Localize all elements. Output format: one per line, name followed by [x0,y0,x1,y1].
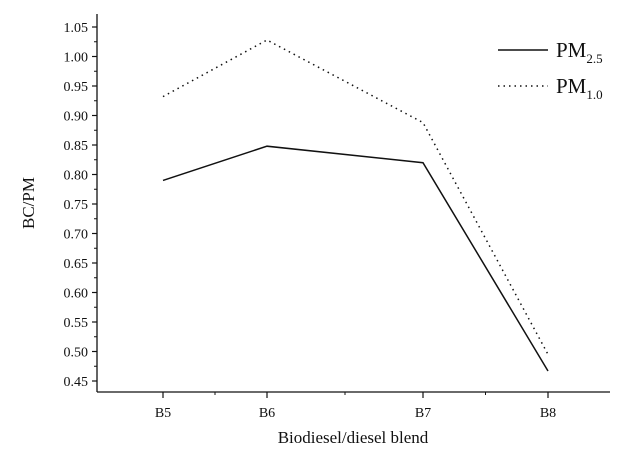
y-tick-label: 0.60 [64,287,89,302]
x-tick-label: B6 [259,406,275,421]
y-tick-label: 0.90 [64,110,89,125]
y-tick-label: 0.75 [64,198,89,213]
y-tick-label: 0.85 [64,139,89,154]
series-layer [162,39,549,372]
y-tick-label: 1.05 [64,21,89,36]
x-tick-label: B8 [540,406,556,421]
series-line-pm10 [162,39,549,355]
legend-label-pm25: PM2.5 [556,38,603,66]
legend-label-pm10: PM1.0 [556,74,603,102]
x-tick-label: B7 [415,406,431,421]
y-tick-label: 0.45 [64,375,89,390]
x-tick-label: B5 [155,406,171,421]
y-tick-label: 1.00 [64,51,89,66]
y-tick-label: 0.50 [64,346,89,361]
y-tick-label: 0.70 [64,228,89,243]
y-ticks: 0.45 0.50 0.55 0.60 0.65 0.70 0.75 0.80 0.85 0.90… [64,21,97,390]
series-line-pm25 [162,145,549,372]
y-axis-title: BC/PM [19,177,38,229]
y-tick-label: 0.80 [64,169,89,184]
y-tick-label: 0.55 [64,316,89,331]
plot-area: 0.45 0.50 0.55 0.60 0.65 0.70 0.75 0.80 0.85 0.90… [64,14,610,421]
y-tick-label: 0.95 [64,80,89,95]
x-ticks: B5 B6 B7 B8 [155,392,556,421]
legend: PM2.5 PM1.0 [498,38,603,102]
x-axis-title: Biodiesel/diesel blend [278,428,429,447]
y-tick-label: 0.65 [64,257,89,272]
